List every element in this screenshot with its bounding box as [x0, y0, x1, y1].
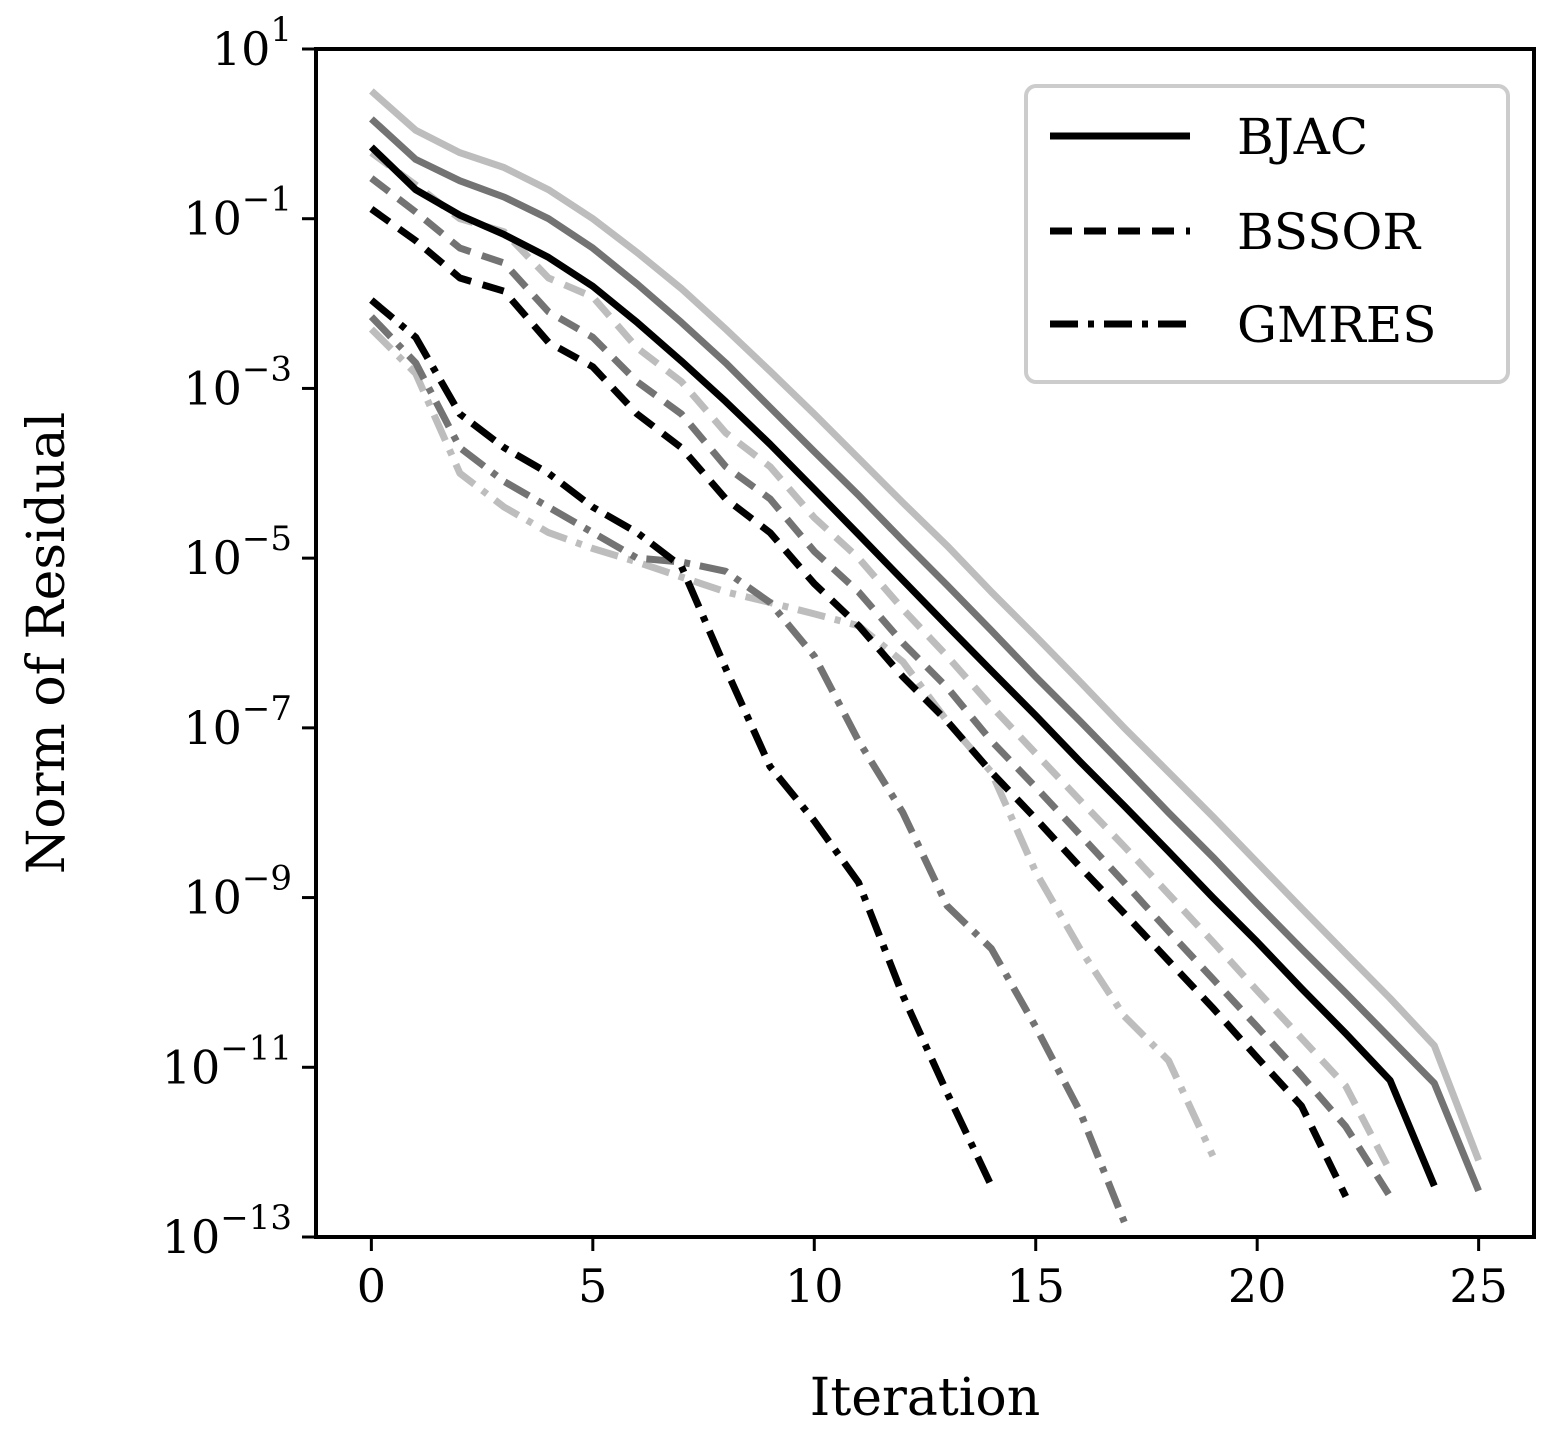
legend-box — [1024, 84, 1510, 384]
x-axis-label: Iteration — [810, 1368, 1040, 1428]
y-tick-label: 10−13 — [162, 1198, 292, 1264]
legend: BJAC BSSOR GMRES — [1024, 84, 1510, 384]
y-tick-label: 10−7 — [183, 689, 292, 755]
y-tick-label: 10−11 — [162, 1028, 292, 1094]
plot-frame — [314, 47, 1536, 1239]
legend-label-bssor: BSSOR — [1237, 203, 1421, 261]
x-tick-label: 20 — [1228, 1259, 1287, 1313]
series-line-bssor-5 — [369, 206, 1349, 1199]
series-line-bssor-3 — [369, 149, 1394, 1173]
series-line-bssor-4 — [369, 175, 1394, 1199]
series-line-gmres-6 — [368, 326, 1217, 1158]
series-line-gmres-7 — [368, 314, 1128, 1224]
x-tick-label: 0 — [357, 1259, 386, 1313]
series-line-bjac-0 — [369, 88, 1482, 1162]
series-line-bjac-1 — [369, 116, 1482, 1193]
legend-label-gmres: GMRES — [1237, 296, 1437, 354]
y-axis-label: Norm of Residual — [17, 412, 77, 874]
y-tick-label: 10−3 — [183, 349, 292, 415]
legend-label-bjac: BJAC — [1237, 108, 1368, 166]
legend-entries: BJAC BSSOR GMRES — [1050, 108, 1437, 354]
y-axis: 10−13 10−11 10−9 10−7 10−5 10−3 10−1 101 — [162, 10, 316, 1264]
series-layer — [368, 88, 1482, 1224]
y-tick-label: 10−1 — [183, 180, 292, 246]
x-tick-label: 25 — [1449, 1259, 1508, 1313]
series-line-bjac-2 — [368, 144, 1438, 1188]
x-axis: 0 5 10 15 20 25 — [357, 1237, 1508, 1313]
series-line-gmres-8 — [369, 297, 995, 1188]
y-tick-label: 101 — [212, 10, 292, 76]
x-tick-label: 5 — [578, 1259, 607, 1313]
x-tick-label: 10 — [785, 1259, 844, 1313]
y-tick-label: 10−5 — [183, 519, 292, 585]
x-tick-label: 15 — [1006, 1259, 1065, 1313]
y-tick-label: 10−9 — [183, 859, 292, 925]
